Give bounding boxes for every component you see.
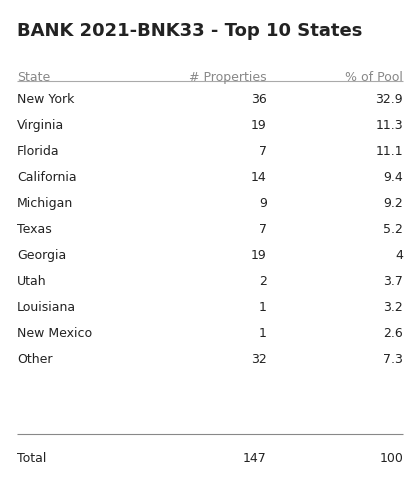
Text: 2: 2 — [259, 275, 267, 288]
Text: 32.9: 32.9 — [375, 93, 403, 106]
Text: 7: 7 — [259, 145, 267, 158]
Text: Louisiana: Louisiana — [17, 301, 76, 314]
Text: 3.7: 3.7 — [383, 275, 403, 288]
Text: BANK 2021-BNK33 - Top 10 States: BANK 2021-BNK33 - Top 10 States — [17, 22, 362, 40]
Text: 7: 7 — [259, 223, 267, 236]
Text: Other: Other — [17, 353, 52, 366]
Text: Utah: Utah — [17, 275, 47, 288]
Text: 3.2: 3.2 — [383, 301, 403, 314]
Text: Virginia: Virginia — [17, 118, 64, 131]
Text: 14: 14 — [251, 170, 267, 184]
Text: Total: Total — [17, 452, 46, 465]
Text: State: State — [17, 71, 50, 84]
Text: Georgia: Georgia — [17, 249, 66, 262]
Text: 1: 1 — [259, 301, 267, 314]
Text: 2.6: 2.6 — [383, 327, 403, 340]
Text: 5.2: 5.2 — [383, 223, 403, 236]
Text: 19: 19 — [251, 118, 267, 131]
Text: 9: 9 — [259, 197, 267, 210]
Text: 7.3: 7.3 — [383, 353, 403, 366]
Text: 9.4: 9.4 — [383, 170, 403, 184]
Text: California: California — [17, 170, 76, 184]
Text: 11.1: 11.1 — [375, 145, 403, 158]
Text: % of Pool: % of Pool — [345, 71, 403, 84]
Text: 1: 1 — [259, 327, 267, 340]
Text: Texas: Texas — [17, 223, 52, 236]
Text: 32: 32 — [251, 353, 267, 366]
Text: New Mexico: New Mexico — [17, 327, 92, 340]
Text: 19: 19 — [251, 249, 267, 262]
Text: 4: 4 — [395, 249, 403, 262]
Text: 11.3: 11.3 — [375, 118, 403, 131]
Text: Florida: Florida — [17, 145, 59, 158]
Text: # Properties: # Properties — [189, 71, 267, 84]
Text: 100: 100 — [379, 452, 403, 465]
Text: New York: New York — [17, 93, 74, 106]
Text: Michigan: Michigan — [17, 197, 73, 210]
Text: 147: 147 — [243, 452, 267, 465]
Text: 9.2: 9.2 — [383, 197, 403, 210]
Text: 36: 36 — [251, 93, 267, 106]
